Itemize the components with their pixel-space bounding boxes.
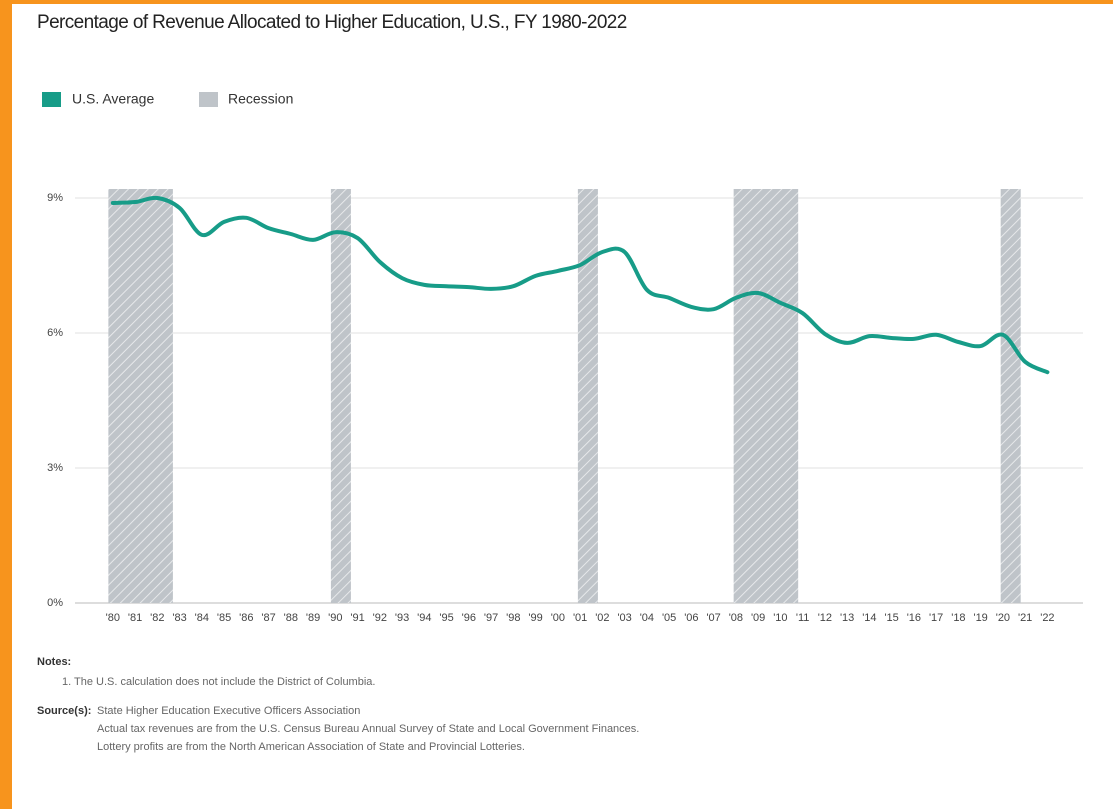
- x-tick-label: '14: [862, 612, 876, 624]
- left-border: [0, 0, 12, 809]
- x-tick-label: '97: [484, 612, 498, 624]
- x-tick-label: '90: [328, 612, 342, 624]
- x-tick-label: '19: [973, 612, 987, 624]
- x-tick-label: '12: [818, 612, 832, 624]
- recession-band: [577, 189, 598, 603]
- top-border: [0, 0, 1113, 4]
- x-tick-label: '01: [573, 612, 587, 624]
- x-tick-label: '95: [439, 612, 453, 624]
- x-tick-label: '89: [306, 612, 320, 624]
- x-tick-label: '83: [172, 612, 186, 624]
- x-tick-label: '02: [595, 612, 609, 624]
- x-tick-label: '98: [506, 612, 520, 624]
- x-tick-label: '06: [684, 612, 698, 624]
- x-tick-label: '11: [796, 612, 810, 624]
- source: Actual tax revenues are from the U.S. Ce…: [97, 723, 639, 735]
- x-tick-label: '08: [729, 612, 743, 624]
- legend-label: Recession: [228, 91, 293, 107]
- x-tick-label: '87: [261, 612, 275, 624]
- x-tick-label: '13: [840, 612, 854, 624]
- x-tick-label: '21: [1018, 612, 1032, 624]
- chart-title: Percentage of Revenue Allocated to Highe…: [37, 12, 627, 33]
- x-tick-label: '86: [239, 612, 253, 624]
- y-tick-label: 9%: [47, 192, 63, 204]
- x-tick-label: '94: [417, 612, 431, 624]
- x-tick-label: '15: [884, 612, 898, 624]
- x-tick-label: '17: [929, 612, 943, 624]
- x-tick-label: '04: [640, 612, 654, 624]
- x-tick-label: '82: [150, 612, 164, 624]
- y-tick-label: 6%: [47, 327, 63, 339]
- x-tick-label: '85: [217, 612, 231, 624]
- x-tick-label: '88: [284, 612, 298, 624]
- x-tick-label: '81: [128, 612, 142, 624]
- recession-band: [108, 189, 173, 603]
- notes-heading: Notes:: [37, 656, 71, 668]
- recession-band: [1000, 189, 1021, 603]
- x-tick-label: '20: [996, 612, 1010, 624]
- x-tick-label: '09: [751, 612, 765, 624]
- y-tick-label: 0%: [47, 597, 63, 609]
- x-tick-label: '91: [350, 612, 364, 624]
- x-tick-label: '18: [951, 612, 965, 624]
- legend-label: U.S. Average: [72, 91, 154, 107]
- x-tick-label: '10: [773, 612, 787, 624]
- note: 1. The U.S. calculation does not include…: [62, 676, 375, 688]
- x-tick-label: '80: [106, 612, 120, 624]
- series-line: [110, 195, 1050, 375]
- x-tick-label: '93: [395, 612, 409, 624]
- source-heading: Source(s):: [37, 705, 91, 717]
- x-tick-label: '05: [662, 612, 676, 624]
- x-tick-label: '92: [373, 612, 387, 624]
- x-tick-label: '00: [551, 612, 565, 624]
- x-tick-label: '03: [617, 612, 631, 624]
- recession-band: [330, 189, 351, 603]
- legend-swatch: [199, 92, 218, 107]
- x-tick-label: '07: [706, 612, 720, 624]
- legend-swatch: [42, 92, 61, 107]
- plot: U.S. Average Recession 0% 3% 6% 9% '80 '81 '82 '8…: [42, 91, 1083, 624]
- source: Lottery profits are from the North Ameri…: [97, 741, 525, 753]
- x-tick-label: '16: [907, 612, 921, 624]
- x-tick-label: '96: [462, 612, 476, 624]
- x-tick-label: '84: [195, 612, 209, 624]
- recession-band: [733, 189, 799, 603]
- source: State Higher Education Executive Officer…: [97, 705, 360, 717]
- y-tick-label: 3%: [47, 462, 63, 474]
- x-tick-label: '22: [1040, 612, 1054, 624]
- x-tick-label: '99: [528, 612, 542, 624]
